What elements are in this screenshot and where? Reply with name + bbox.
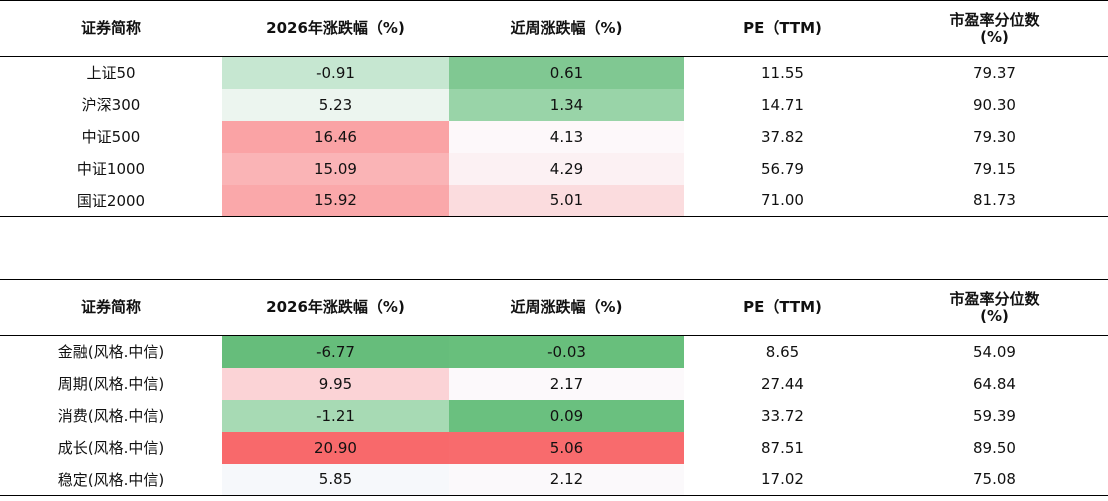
pe-percentile-cell: 81.73 bbox=[973, 191, 1016, 210]
pe-ttm-cell: 27.44 bbox=[761, 374, 804, 393]
header-ytd-change: 2026年涨跌幅（%) bbox=[266, 298, 405, 316]
pe-percentile-cell: 90.30 bbox=[973, 95, 1016, 114]
security-name: 中证1000 bbox=[76, 160, 146, 178]
header-week-change: 近周涨跌幅（%) bbox=[510, 19, 623, 37]
week-change-cell: 5.06 bbox=[449, 431, 684, 464]
pe-percentile-cell: 79.37 bbox=[973, 63, 1016, 82]
security-name: 金融(风格.中信) bbox=[57, 343, 165, 362]
security-name: 成长(风格.中信) bbox=[57, 439, 165, 457]
pe-percentile-cell: 75.08 bbox=[973, 470, 1016, 489]
header-pe-percentile: 市盈率分位数 (%) bbox=[949, 10, 1040, 46]
ytd-change-cell: 15.92 bbox=[222, 184, 449, 217]
table-row: 中证500 16.46 4.13 37.82 79.30 bbox=[0, 120, 1108, 153]
security-name: 中证500 bbox=[81, 128, 141, 146]
header-row: 证券简称 2026年涨跌幅（%) 近周涨跌幅（%) PE（TTM) 市盈率分位数… bbox=[0, 0, 1108, 57]
pe-ttm-cell: 8.65 bbox=[765, 342, 800, 361]
pe-ttm-cell: 37.82 bbox=[761, 127, 804, 146]
header-row: 证券简称 2026年涨跌幅（%) 近周涨跌幅（%) PE（TTM) 市盈率分位数… bbox=[0, 279, 1108, 336]
header-security-name: 证券简称 bbox=[80, 19, 141, 37]
week-change-cell: -0.03 bbox=[449, 335, 684, 368]
table-row: 国证2000 15.92 5.01 71.00 81.73 bbox=[0, 184, 1108, 217]
table-row: 成长(风格.中信) 20.90 5.06 87.51 89.50 bbox=[0, 431, 1108, 464]
ytd-change-cell: 16.46 bbox=[222, 120, 449, 153]
security-name: 沪深300 bbox=[81, 96, 141, 114]
week-change-cell: 0.61 bbox=[449, 56, 684, 89]
week-change-cell: 1.34 bbox=[449, 88, 684, 121]
ytd-change-cell: -6.77 bbox=[222, 335, 449, 368]
header-ytd-change: 2026年涨跌幅（%) bbox=[266, 19, 405, 37]
table-row: 消费(风格.中信) -1.21 0.09 33.72 59.39 bbox=[0, 399, 1108, 432]
ytd-change-cell: 9.95 bbox=[222, 367, 449, 400]
ytd-change-cell: 5.23 bbox=[222, 88, 449, 121]
table-row: 周期(风格.中信) 9.95 2.17 27.44 64.84 bbox=[0, 367, 1108, 400]
table-row: 金融(风格.中信) -6.77 -0.03 8.65 54.09 bbox=[0, 335, 1108, 368]
header-week-change: 近周涨跌幅（%) bbox=[510, 298, 623, 316]
ytd-change-cell: 5.85 bbox=[222, 463, 449, 496]
ytd-change-cell: 20.90 bbox=[222, 431, 449, 464]
pe-percentile-cell: 89.50 bbox=[973, 438, 1016, 457]
pe-percentile-cell: 54.09 bbox=[973, 342, 1016, 361]
style-performance-table: 证券简称 2026年涨跌幅（%) 近周涨跌幅（%) PE（TTM) 市盈率分位数… bbox=[0, 279, 1108, 496]
pe-ttm-cell: 17.02 bbox=[761, 470, 804, 489]
table-row: 沪深300 5.23 1.34 14.71 90.30 bbox=[0, 88, 1108, 121]
pe-percentile-cell: 79.30 bbox=[973, 127, 1016, 146]
security-name: 周期(风格.中信) bbox=[57, 375, 165, 393]
header-security-name: 证券简称 bbox=[80, 298, 141, 316]
header-pe-ttm: PE（TTM) bbox=[743, 19, 822, 37]
week-change-cell: 4.13 bbox=[449, 120, 684, 153]
pe-ttm-cell: 56.79 bbox=[761, 159, 804, 178]
header-pe-percentile: 市盈率分位数 (%) bbox=[949, 289, 1040, 325]
pe-ttm-cell: 33.72 bbox=[761, 406, 804, 425]
security-name: 稳定(风格.中信) bbox=[57, 470, 165, 489]
week-change-cell: 4.29 bbox=[449, 152, 684, 185]
week-change-cell: 0.09 bbox=[449, 399, 684, 432]
table-row: 稳定(风格.中信) 5.85 2.12 17.02 75.08 bbox=[0, 463, 1108, 496]
week-change-cell: 2.17 bbox=[449, 367, 684, 400]
pe-percentile-cell: 79.15 bbox=[973, 159, 1016, 178]
header-pe-ttm: PE（TTM) bbox=[743, 298, 822, 316]
pe-percentile-cell: 64.84 bbox=[973, 374, 1016, 393]
pe-ttm-cell: 11.55 bbox=[761, 63, 804, 82]
pe-ttm-cell: 14.71 bbox=[761, 95, 804, 114]
security-name: 国证2000 bbox=[76, 191, 146, 210]
ytd-change-cell: 15.09 bbox=[222, 152, 449, 185]
table-row: 上证50 -0.91 0.61 11.55 79.37 bbox=[0, 56, 1108, 89]
pe-ttm-cell: 71.00 bbox=[761, 191, 804, 210]
security-name: 消费(风格.中信) bbox=[57, 407, 165, 425]
ytd-change-cell: -1.21 bbox=[222, 399, 449, 432]
week-change-cell: 2.12 bbox=[449, 463, 684, 496]
ytd-change-cell: -0.91 bbox=[222, 56, 449, 89]
pe-ttm-cell: 87.51 bbox=[761, 438, 804, 457]
index-performance-table: 证券简称 2026年涨跌幅（%) 近周涨跌幅（%) PE（TTM) 市盈率分位数… bbox=[0, 0, 1108, 217]
security-name: 上证50 bbox=[86, 64, 136, 83]
pe-percentile-cell: 59.39 bbox=[973, 406, 1016, 425]
week-change-cell: 5.01 bbox=[449, 184, 684, 217]
table-row: 中证1000 15.09 4.29 56.79 79.15 bbox=[0, 152, 1108, 185]
